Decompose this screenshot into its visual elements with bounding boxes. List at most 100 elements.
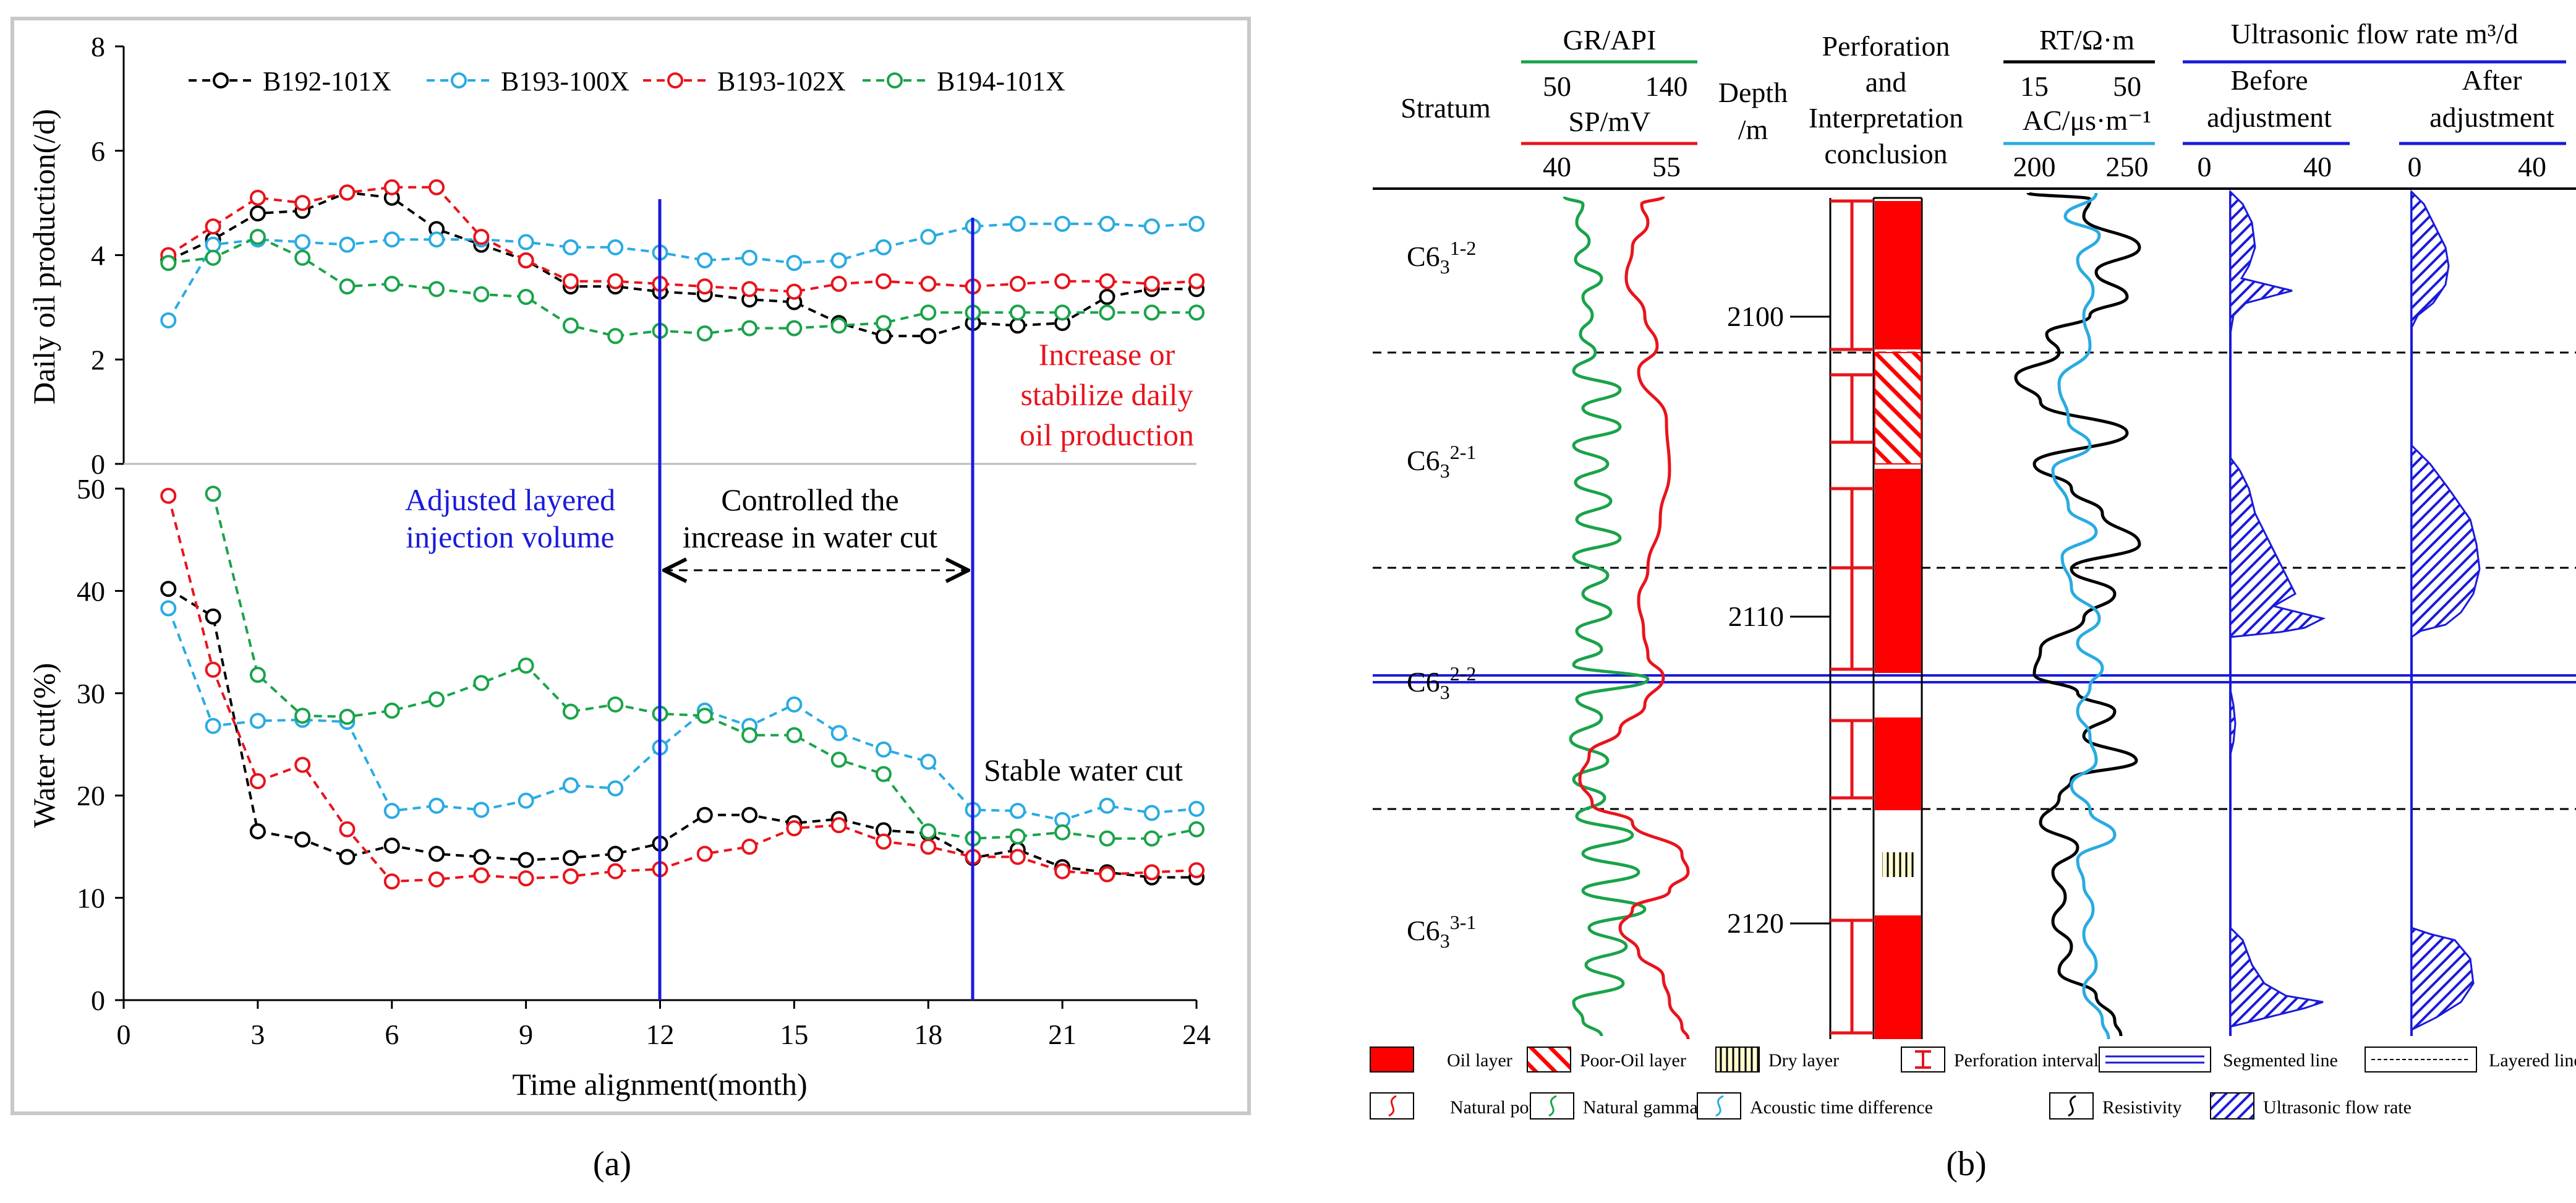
data-point xyxy=(294,756,311,773)
y-tick-label: 4 xyxy=(91,240,105,272)
data-point xyxy=(249,773,266,790)
data-point xyxy=(607,846,624,862)
annotation-increase: Increase or stabilize daily oil production xyxy=(1020,337,1194,452)
data-point xyxy=(875,328,892,345)
sp-min: 40 xyxy=(1543,151,1571,182)
data-point xyxy=(1099,866,1115,883)
data-point xyxy=(1099,304,1115,321)
data-point xyxy=(339,708,356,725)
legend-poor-oil: Poor-Oil layer xyxy=(1527,1047,1686,1072)
data-point xyxy=(473,849,490,865)
flow-profile-area xyxy=(2229,925,2324,1028)
data-point xyxy=(562,868,579,884)
gr-curve xyxy=(1563,195,1650,1037)
data-point xyxy=(429,281,445,298)
data-point xyxy=(160,487,177,504)
flow-profile-area xyxy=(2229,189,2293,335)
data-point xyxy=(1143,805,1160,821)
water-x-ticks: 0 3 6 9 12 15 18 21 24 xyxy=(117,1000,1211,1050)
data-point xyxy=(607,696,624,713)
data-point xyxy=(249,713,266,729)
data-point xyxy=(160,581,177,597)
data-point xyxy=(473,286,490,302)
before-flow-profile xyxy=(2229,189,2326,1028)
legend-label: B193-102X xyxy=(717,66,846,96)
y-tick-label: 10 xyxy=(77,883,105,914)
data-point xyxy=(1143,218,1160,235)
legend-perforation: Perforation interval xyxy=(1901,1047,2099,1072)
data-point xyxy=(696,807,713,823)
data-point xyxy=(339,821,356,837)
data-point xyxy=(830,275,847,292)
data-point xyxy=(1188,273,1205,289)
before-min: 0 xyxy=(2198,151,2212,182)
data-point xyxy=(1188,800,1205,817)
data-point xyxy=(518,792,534,809)
data-point xyxy=(1054,863,1071,880)
legend-item: B193-102X xyxy=(643,66,846,96)
legend-flow: Ultrasonic flow rate xyxy=(2210,1092,2412,1120)
oil-production-chart: 0 2 4 6 8 Daily oil production(/d) B192-101X… xyxy=(27,31,1205,480)
data-point xyxy=(205,608,221,625)
data-point xyxy=(518,657,534,674)
data-point xyxy=(294,708,311,724)
data-point xyxy=(205,661,221,678)
svg-text:Acoustic time difference: Acoustic time difference xyxy=(1750,1097,1933,1118)
gr-header: GR/API xyxy=(1563,24,1657,56)
legend-dry: Dry layer xyxy=(1715,1047,1839,1072)
oil-layer-block xyxy=(1875,717,1921,810)
data-point xyxy=(429,231,445,248)
data-point xyxy=(339,236,356,253)
data-point xyxy=(294,234,311,250)
after-max: 40 xyxy=(2518,151,2546,182)
dry-layer-block xyxy=(1882,852,1914,877)
data-point xyxy=(1099,797,1115,814)
data-point xyxy=(1054,304,1071,321)
legend-item: B193-100X xyxy=(427,66,629,96)
data-point xyxy=(920,275,937,292)
svg-text:Resistivity: Resistivity xyxy=(2102,1097,2181,1118)
well-log-legend: Oil layer Poor-Oil layer Dry layer Perfo… xyxy=(1370,1047,2576,1120)
data-point xyxy=(920,823,937,840)
rt-curve xyxy=(2014,191,2141,1037)
after-min: 0 xyxy=(2408,151,2422,182)
y-tick-label: 50 xyxy=(77,473,105,505)
legend-label: B193-100X xyxy=(501,66,629,96)
x-tick-label: 0 xyxy=(117,1019,131,1050)
data-point xyxy=(607,239,624,255)
data-point xyxy=(205,717,221,734)
depth-header: Depth/m xyxy=(1718,77,1788,145)
data-point xyxy=(249,205,266,221)
data-point xyxy=(1099,289,1115,305)
data-point xyxy=(830,817,847,834)
data-point xyxy=(875,315,892,332)
data-point xyxy=(473,867,490,884)
y-tick-label: 6 xyxy=(91,135,105,167)
data-point xyxy=(696,846,713,862)
svg-text:Perforation interval: Perforation interval xyxy=(1954,1050,2099,1071)
rt-max: 50 xyxy=(2113,71,2141,102)
ac-max: 250 xyxy=(2106,151,2149,182)
data-point xyxy=(429,691,445,708)
data-point xyxy=(1009,215,1026,232)
water-y-ticks: 0 10 20 30 40 50 xyxy=(77,473,124,1016)
legend-natural-gamma: Natural gamma xyxy=(1530,1092,1698,1120)
data-point xyxy=(294,249,311,266)
data-point xyxy=(696,325,713,342)
panel-b: Stratum GR/API 50 140 SP/mV 40 55 Depth /… xyxy=(1370,18,2576,1183)
data-point xyxy=(786,696,803,713)
depth-tick: 2120 xyxy=(1727,907,1784,939)
data-point xyxy=(1054,215,1071,232)
oil-series xyxy=(160,179,1205,345)
data-point xyxy=(1188,821,1205,837)
data-point xyxy=(383,873,400,890)
panel-a-caption: (a) xyxy=(593,1145,631,1183)
ac-curve xyxy=(2051,192,2117,1040)
before-header: Before adjustment xyxy=(2207,64,2332,133)
stratum-label: C632-2 xyxy=(1407,662,1476,703)
data-point xyxy=(562,273,579,289)
data-point xyxy=(607,273,624,289)
data-point xyxy=(383,837,400,854)
legend-acoustic: Acoustic time difference xyxy=(1697,1092,1933,1120)
data-point xyxy=(786,727,803,743)
